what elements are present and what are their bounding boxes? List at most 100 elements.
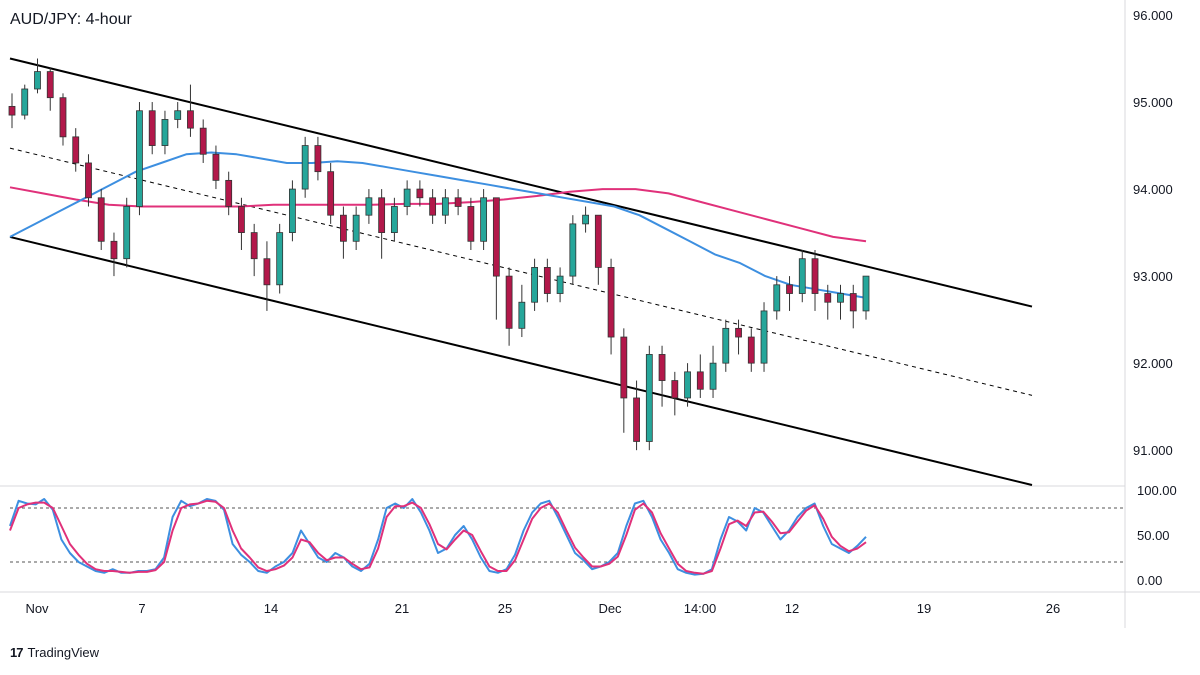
candle-body (633, 397, 640, 442)
candle-body (760, 310, 768, 364)
price-tick-label: 96.000 (1133, 8, 1173, 23)
moving-averages (9, 151, 867, 299)
time-tick-label: 26 (1046, 601, 1060, 616)
candle-body (85, 162, 92, 199)
candle-body (110, 240, 118, 260)
price-tick-label: 95.000 (1133, 95, 1173, 110)
candle-body (276, 232, 284, 286)
candle-body (390, 206, 398, 233)
candle-body (722, 327, 730, 364)
price-tick-label: 93.000 (1133, 269, 1173, 284)
candle-body (59, 97, 67, 138)
candle-body (620, 336, 628, 399)
time-tick-label: 25 (498, 601, 512, 616)
candle-body (46, 71, 54, 99)
candle-body (225, 179, 233, 207)
candle-body (174, 110, 182, 120)
stoch-tick-label: 50.00 (1137, 528, 1170, 543)
candle-body (161, 119, 169, 146)
candle-body (594, 214, 602, 268)
channel-lower-line (9, 235, 1033, 486)
candle-body (263, 258, 271, 286)
candle-body (8, 105, 16, 116)
stoch-k-line (9, 498, 867, 576)
candle-body (607, 267, 615, 338)
time-tick-label: 21 (395, 601, 409, 616)
tradingview-brand[interactable]: 17 TradingView (10, 645, 99, 660)
candle-body (684, 371, 691, 399)
candle-body (441, 197, 449, 216)
time-tick-label: 19 (917, 601, 931, 616)
candle-body (429, 197, 437, 216)
candle-body (556, 275, 564, 294)
candlestick-series (8, 58, 870, 451)
time-tick-label: Nov (25, 601, 49, 616)
candle-body (123, 206, 131, 260)
candle-body (709, 362, 717, 390)
candle-body (658, 354, 666, 381)
candle-body (72, 136, 80, 164)
candle-body (824, 293, 832, 303)
candle-body (531, 267, 538, 303)
time-tick-label: 12 (785, 601, 799, 616)
candle-body (862, 275, 870, 312)
time-tick-label: 7 (138, 601, 145, 616)
candle-body (403, 188, 411, 207)
candle-body (352, 214, 360, 242)
time-tick-label: Dec (598, 601, 622, 616)
ma-fast-line (9, 151, 867, 299)
candle-body (492, 197, 500, 277)
channel-upper-line (9, 57, 1033, 308)
candle-body (212, 153, 220, 181)
candle-body (798, 258, 806, 294)
candle-body (21, 88, 29, 116)
candle-body (786, 284, 793, 294)
candle-body (735, 327, 742, 338)
candle-body (97, 197, 105, 242)
price-tick-label: 91.000 (1133, 443, 1173, 458)
candle-body (289, 188, 296, 233)
price-tick-label: 94.000 (1133, 182, 1173, 197)
candle-body (314, 145, 322, 173)
candle-body (467, 206, 475, 242)
stoch-tick-label: 100.00 (1137, 483, 1177, 498)
time-tick-label: 14:00 (684, 601, 717, 616)
stochastic-panel (9, 498, 867, 576)
grid-lines (0, 0, 1200, 628)
candle-body (696, 371, 704, 390)
candle-body (518, 301, 526, 329)
axes: 96.000 95.000 94.000 93.000 92.000 91.000 100.… (25, 8, 1176, 616)
candle-body (582, 214, 589, 225)
candle-body (238, 206, 245, 233)
candle-body (34, 71, 41, 90)
stoch-d-line (9, 499, 867, 575)
tradingview-name: TradingView (27, 645, 100, 660)
candle-body (250, 232, 258, 260)
tradingview-logo-icon: 17 (10, 645, 24, 660)
candle-body (543, 267, 551, 294)
descending-channel (9, 57, 1033, 486)
candle-body (645, 354, 653, 442)
candle-body (454, 197, 462, 207)
candle-body (340, 214, 347, 242)
candle-body (773, 284, 781, 312)
time-tick-label: 14 (264, 601, 278, 616)
candle-body (811, 258, 819, 294)
candle-body (416, 188, 424, 199)
candle-body (505, 275, 513, 329)
candle-body (148, 110, 156, 146)
chart-title: AUD/JPY: 4-hour (10, 11, 132, 28)
candle-body (837, 293, 844, 303)
candle-body (569, 223, 577, 277)
candle-body (480, 197, 488, 242)
candle-body (136, 110, 143, 207)
price-tick-label: 92.000 (1133, 356, 1173, 371)
ma-slow-line (9, 186, 867, 243)
candle-body (365, 197, 373, 216)
channel-mid-line (9, 147, 1033, 396)
stoch-tick-label: 0.00 (1137, 573, 1162, 588)
candle-body (301, 145, 309, 190)
candle-body (671, 380, 679, 399)
candle-body (199, 127, 207, 155)
